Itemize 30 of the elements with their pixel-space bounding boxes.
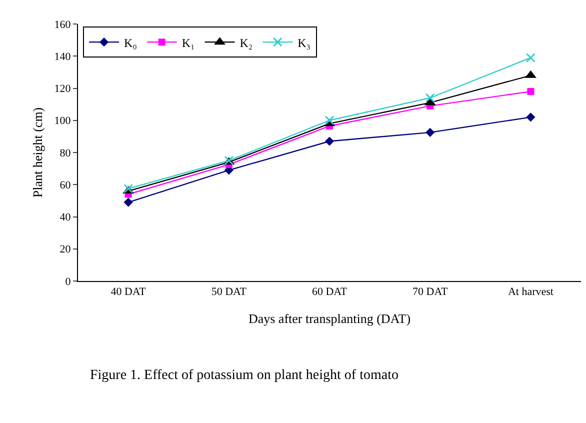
legend-label: K₃ [298, 36, 310, 50]
legend-label: K₂ [240, 36, 253, 50]
point [124, 198, 133, 207]
point [324, 116, 334, 126]
point [526, 52, 536, 62]
y-tick-label: 20 [60, 244, 72, 256]
legend-label: K₁ [182, 36, 195, 50]
x-tick-label: 70 DAT [412, 286, 448, 298]
legend-label: K₀ [124, 36, 137, 50]
point [124, 184, 134, 194]
x-axis-title: Days after transplanting (DAT) [248, 310, 411, 326]
y-axis-title: Plant height (cm) [30, 107, 46, 198]
point [324, 136, 334, 146]
y-tick-label: 100 [54, 115, 72, 128]
x-tick-label: 60 DAT [312, 286, 348, 298]
y-tick-label: 120 [54, 83, 72, 96]
x-tick-label: 40 DAT [110, 286, 146, 298]
y-tick-label: 0 [65, 276, 72, 288]
x-tick-label: At harvest [508, 286, 554, 298]
point [527, 88, 534, 95]
y-tick-label: 160 [54, 18, 72, 31]
x-tick-label: 50 DAT [211, 286, 247, 298]
point [425, 93, 435, 103]
point [526, 112, 536, 122]
y-tick-label: 60 [60, 179, 72, 192]
y-tick-label: 40 [60, 212, 72, 224]
y-tick-label: 140 [54, 50, 72, 63]
caption: Figure 1. Effect of potassium on plant height of tomato [90, 368, 398, 383]
point [426, 128, 435, 137]
y-tick-label: 80 [60, 147, 72, 160]
